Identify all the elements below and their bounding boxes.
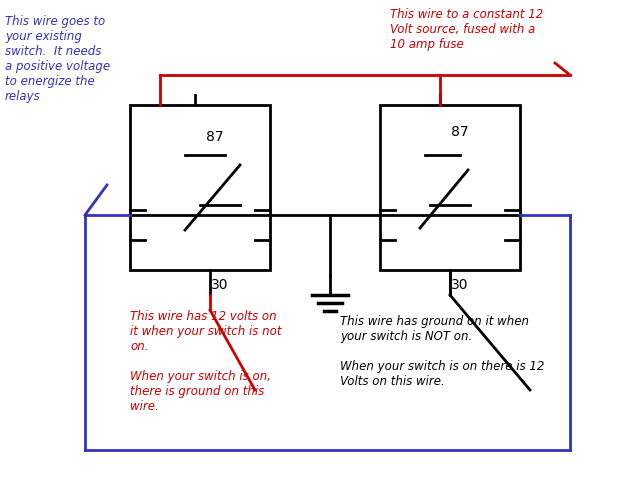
Text: This wire goes to
your existing
switch.  It needs
a positive voltage
to energize: This wire goes to your existing switch. … xyxy=(5,15,110,103)
Bar xyxy=(380,105,520,270)
Text: 87: 87 xyxy=(206,130,224,144)
Text: 87: 87 xyxy=(451,125,469,139)
Text: 30: 30 xyxy=(451,278,468,292)
Text: This wire has 12 volts on
it when your switch is not
on.

When your switch is on: This wire has 12 volts on it when your s… xyxy=(130,310,282,413)
Text: 30: 30 xyxy=(211,278,228,292)
Text: This wire to a constant 12
Volt source, fused with a
10 amp fuse: This wire to a constant 12 Volt source, … xyxy=(390,8,543,51)
Text: This wire has ground on it when
your switch is NOT on.

When your switch is on t: This wire has ground on it when your swi… xyxy=(340,315,545,388)
Bar xyxy=(130,105,270,270)
